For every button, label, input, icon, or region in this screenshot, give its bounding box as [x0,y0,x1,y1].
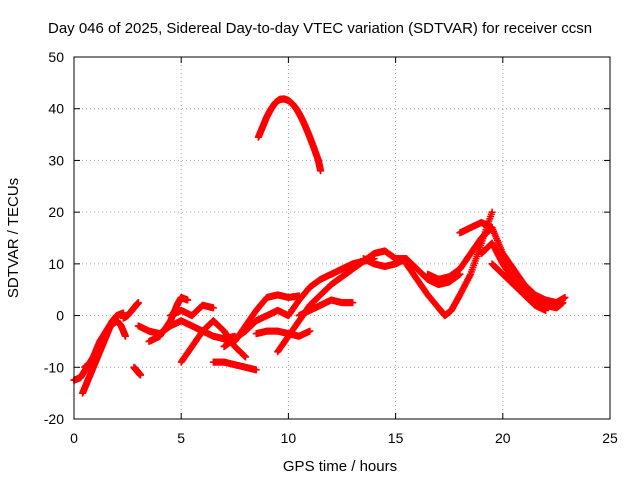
x-tick-label: 25 [602,430,618,446]
series-track-5 [130,363,144,379]
data-point [542,306,550,314]
data-point [121,332,129,340]
data-point [317,167,325,175]
data-point [136,371,144,379]
series-track-3 [81,317,129,371]
data-point [349,299,357,307]
series-track-17 [295,296,357,320]
series-track-10 [209,358,260,374]
series-track-23 [488,260,550,314]
x-tick-label: 5 [177,430,185,446]
grid-lines [74,57,610,419]
x-tick-label: 15 [388,430,404,446]
y-tick-label: 20 [48,204,64,220]
x-tick-label: 20 [495,430,511,446]
series-track-12 [220,306,292,351]
x-tick-label: 10 [281,430,297,446]
data-point [559,299,567,307]
y-axis-label: SDTVAR / TECUs [5,178,22,298]
data-point [184,296,192,304]
data-points [70,95,569,397]
y-tick-label: -10 [44,359,64,375]
plot-area-frame [73,56,611,420]
x-axis-label: GPS time / hours [283,458,397,475]
data-point [209,304,217,312]
data-point [306,327,314,335]
x-tick-label: 0 [70,430,78,446]
chart-title: Day 046 of 2025, Sidereal Day-to-day VTE… [48,20,592,37]
series-track-8 [166,301,217,320]
data-point [252,366,260,374]
series-track-9 [177,317,250,366]
y-tick-label: 30 [48,152,64,168]
data-point [134,299,142,307]
series-track-4 [119,299,142,322]
y-tick-label: -20 [44,411,64,427]
series-track-14 [254,95,325,175]
data-point [561,293,569,301]
y-tick-label: 40 [48,101,64,117]
data-point [242,353,250,361]
y-tick-label: 50 [48,49,64,65]
y-tick-label: 10 [48,256,64,272]
axis-ticks: 0 5 10 15 20 25 -20 -10 0 10 20 30 40 50 [44,49,618,446]
data-point [488,208,496,216]
y-tick-label: 0 [56,308,64,324]
